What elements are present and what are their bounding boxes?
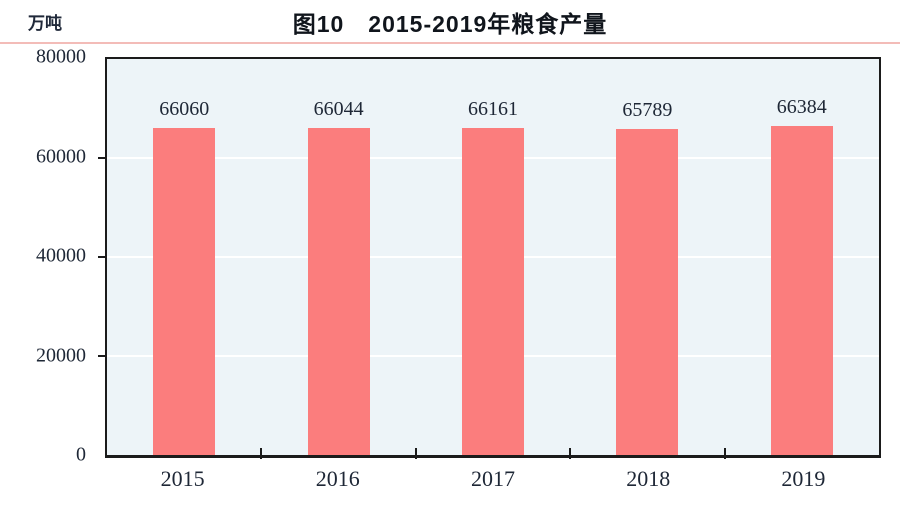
y-axis-tick [98, 256, 107, 258]
bar-value-label: 66060 [159, 98, 210, 121]
bar-slot: 66044 [261, 59, 415, 455]
bar [461, 127, 524, 455]
bar-value-label: 66161 [467, 97, 518, 120]
bar-value-label: 65789 [622, 99, 673, 122]
x-axis-boundary-tick [414, 448, 417, 459]
x-tick-label: 2015 [160, 466, 205, 491]
x-axis-boundary-tick [260, 448, 263, 459]
y-axis-unit-label: 万吨 [28, 14, 62, 33]
y-tick-label: 20000 [36, 344, 86, 366]
y-tick-label: 60000 [36, 145, 86, 167]
x-tick-label: 2018 [626, 466, 671, 491]
y-axis-tick [98, 355, 107, 357]
y-tick-label: 0 [76, 443, 86, 466]
x-tick-label: 2019 [781, 466, 826, 491]
y-tick-label: 80000 [36, 45, 86, 68]
bar [153, 128, 216, 455]
y-tick-label: 40000 [36, 244, 86, 267]
bar-slot: 66384 [725, 59, 879, 455]
x-tick-label: 2016 [315, 466, 360, 491]
bar-value-label: 66384 [776, 96, 827, 119]
bar-value-label: 66044 [313, 98, 364, 121]
bar [616, 129, 679, 455]
y-axis-labels: 0 20000 40000 60000 80000 [0, 46, 86, 466]
bar [307, 128, 370, 455]
y-axis-tick [98, 157, 107, 159]
title-underline-rule [0, 42, 900, 44]
plot-area: 66060 66044 66161 65789 66384 [98, 57, 881, 459]
x-axis-labels: 2015 2016 2017 2018 2019 [105, 466, 881, 498]
bar-slot: 66060 [107, 59, 261, 455]
chart-title: 图10 2015-2019年粮食产量 [292, 11, 608, 37]
x-axis-boundary-tick [723, 448, 726, 459]
bar-slot: 65789 [570, 59, 724, 455]
x-axis-boundary-tick [569, 448, 572, 459]
x-tick-label: 2017 [470, 466, 515, 491]
bar [770, 126, 833, 455]
bar-slot: 66161 [416, 59, 570, 455]
